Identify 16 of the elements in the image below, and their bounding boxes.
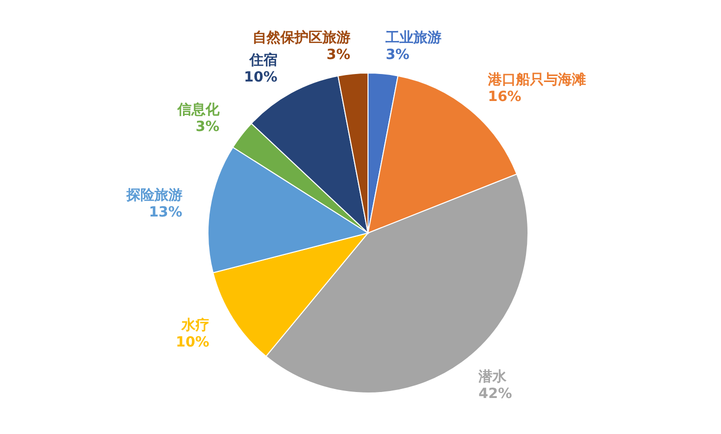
data-label: 10% [176, 334, 210, 351]
data-label: 10% [244, 69, 278, 86]
slice-label: 信息化 [176, 102, 220, 118]
data-label: 16% [488, 89, 522, 106]
data-label: 42% [478, 386, 512, 402]
slice-label: 港口船只与海滩 [486, 72, 586, 88]
data-label: 3% [386, 46, 410, 63]
slice-label: 潜水 [478, 369, 508, 386]
slice-label: 自然保护区旅游 [252, 28, 350, 46]
data-label: 13% [148, 204, 182, 221]
data-label: 3% [326, 46, 350, 63]
slice-label: 工业旅游 [384, 30, 442, 46]
slice-label: 水疗 [180, 316, 210, 334]
slice-label: 探险旅游 [125, 188, 182, 204]
slice-label: 住宿 [248, 51, 278, 68]
data-label: 3% [196, 118, 220, 135]
